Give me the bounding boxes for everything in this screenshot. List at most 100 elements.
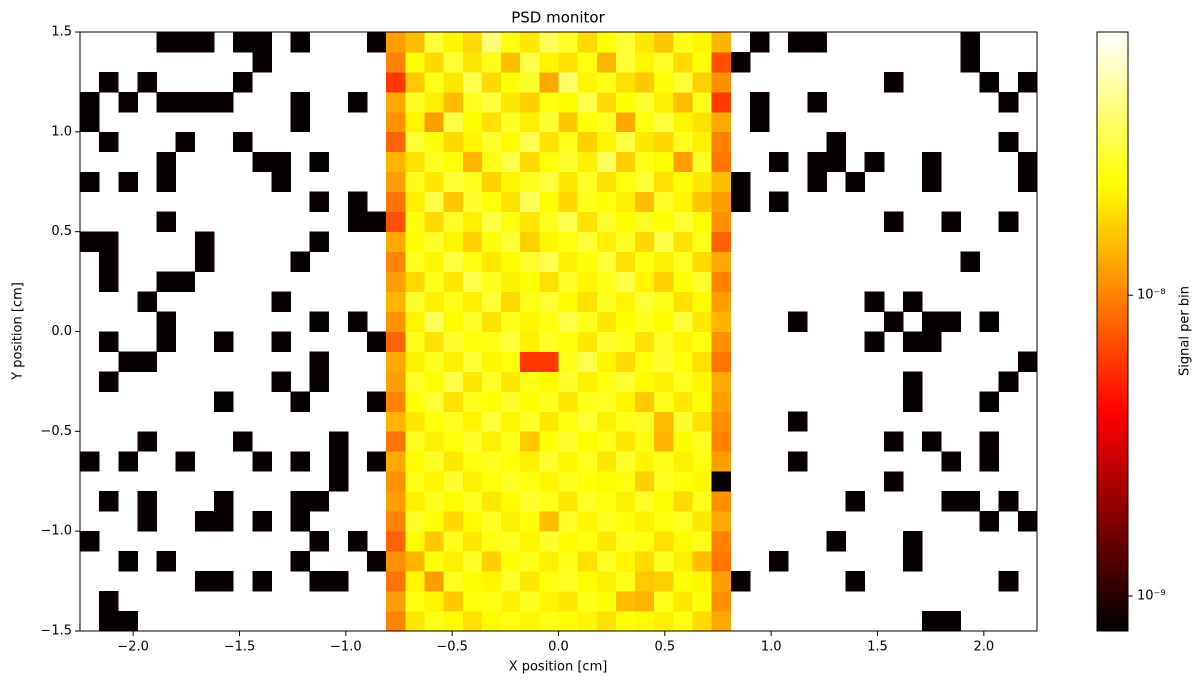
heatmap-cell bbox=[635, 32, 655, 53]
heatmap-cell bbox=[443, 591, 464, 612]
heatmap-cell bbox=[501, 231, 521, 253]
heatmap-cell bbox=[558, 431, 579, 452]
heatmap-cell bbox=[271, 151, 291, 173]
heatmap-cell bbox=[539, 551, 559, 572]
heatmap-cell bbox=[596, 251, 617, 272]
heatmap-cell bbox=[424, 511, 445, 532]
heatmap-cell bbox=[271, 291, 291, 312]
heatmap-cell bbox=[520, 91, 540, 113]
heatmap-cell bbox=[156, 32, 177, 53]
heatmap-cell bbox=[577, 251, 598, 272]
heatmap-cell bbox=[654, 491, 674, 512]
heatmap-cell bbox=[711, 591, 732, 612]
heatmap-cell bbox=[99, 131, 119, 153]
heatmap-cell bbox=[462, 551, 483, 572]
heatmap-cell bbox=[788, 411, 808, 432]
heatmap-cell bbox=[615, 471, 636, 492]
heatmap-cell bbox=[520, 551, 540, 572]
heatmap-cell bbox=[654, 32, 674, 53]
heatmap-cell bbox=[577, 51, 598, 73]
heatmap-cell bbox=[577, 371, 598, 392]
heatmap-cell bbox=[673, 211, 693, 233]
heatmap-cell bbox=[903, 331, 923, 352]
heatmap-cell bbox=[520, 471, 540, 492]
heatmap-cell bbox=[692, 111, 713, 133]
heatmap-cell bbox=[539, 531, 559, 552]
heatmap-cell bbox=[596, 371, 617, 392]
heatmap-cell bbox=[711, 471, 732, 492]
heatmap-cell bbox=[749, 32, 770, 53]
heatmap-cell bbox=[692, 211, 713, 233]
heatmap-cell bbox=[692, 591, 713, 612]
heatmap-cell bbox=[692, 171, 713, 193]
heatmap-cell bbox=[309, 371, 330, 392]
heatmap-cell bbox=[673, 251, 693, 272]
heatmap-cell bbox=[711, 151, 732, 173]
heatmap-cell bbox=[711, 451, 732, 472]
heatmap-cell bbox=[213, 571, 234, 592]
heatmap-cell bbox=[903, 531, 923, 552]
heatmap-cell bbox=[424, 491, 445, 512]
heatmap-cell bbox=[596, 351, 617, 372]
heatmap-cell bbox=[692, 371, 713, 392]
heatmap-cell bbox=[711, 531, 732, 552]
heatmap-cell bbox=[462, 191, 483, 213]
heatmap-cell bbox=[386, 571, 406, 592]
heatmap-cell bbox=[462, 331, 483, 352]
heatmap-cell bbox=[615, 291, 636, 312]
heatmap-cell bbox=[347, 311, 368, 332]
heatmap-cell bbox=[462, 111, 483, 133]
heatmap-cell bbox=[290, 32, 311, 53]
heatmap-cell bbox=[137, 291, 157, 312]
heatmap-cell bbox=[711, 491, 732, 512]
heatmap-cell bbox=[596, 391, 617, 412]
heatmap-cell bbox=[539, 291, 559, 312]
heatmap-cell bbox=[424, 391, 445, 412]
colorbar-tick-label: 10⁻⁹ bbox=[1137, 589, 1166, 604]
heatmap-cell bbox=[654, 511, 674, 532]
heatmap-cell bbox=[539, 451, 559, 472]
heatmap-cell bbox=[309, 231, 330, 253]
heatmap-cell bbox=[692, 551, 713, 572]
heatmap-cell bbox=[290, 451, 311, 472]
heatmap-cell bbox=[424, 32, 445, 53]
heatmap-cell bbox=[711, 111, 732, 133]
heatmap-cell bbox=[520, 271, 540, 292]
heatmap-cell bbox=[520, 191, 540, 213]
x-tick-label: 1.5 bbox=[867, 640, 888, 655]
heatmap-cell bbox=[137, 511, 157, 532]
heatmap-cell bbox=[309, 351, 330, 372]
heatmap-cell bbox=[654, 311, 674, 332]
heatmap-cell bbox=[654, 111, 674, 133]
heatmap-cell bbox=[290, 491, 311, 512]
heatmap-cell bbox=[520, 51, 540, 73]
heatmap-cell bbox=[501, 511, 521, 532]
heatmap-cell bbox=[596, 171, 617, 193]
heatmap-cell bbox=[577, 611, 598, 632]
heatmap-cell bbox=[462, 291, 483, 312]
heatmap-cell bbox=[443, 111, 464, 133]
heatmap-cell bbox=[309, 491, 330, 512]
heatmap-cell bbox=[462, 131, 483, 153]
heatmap-cell bbox=[1017, 351, 1038, 372]
heatmap-cell bbox=[615, 531, 636, 552]
heatmap-cell bbox=[673, 511, 693, 532]
heatmap-cell bbox=[845, 491, 866, 512]
heatmap-cell bbox=[596, 471, 617, 492]
heatmap-cell bbox=[367, 551, 387, 572]
heatmap-cell bbox=[386, 32, 406, 53]
heatmap-cell bbox=[501, 491, 521, 512]
heatmap-cell bbox=[233, 131, 253, 153]
heatmap-cell bbox=[635, 471, 655, 492]
y-tick-label: 0.0 bbox=[51, 324, 72, 339]
heatmap-cell bbox=[558, 271, 579, 292]
heatmap-cell bbox=[692, 411, 713, 432]
heatmap-cell bbox=[520, 411, 540, 432]
heatmap-cell bbox=[386, 271, 406, 292]
heatmap-cell bbox=[386, 171, 406, 193]
heatmap-cell bbox=[99, 231, 119, 253]
heatmap-cell bbox=[596, 131, 617, 153]
heatmap-cell bbox=[960, 32, 980, 53]
heatmap-cell bbox=[673, 451, 693, 472]
heatmap-cell bbox=[481, 171, 502, 193]
